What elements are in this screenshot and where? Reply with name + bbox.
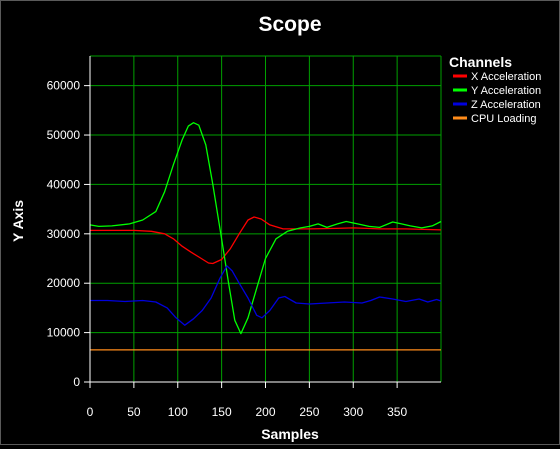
y-tick-label: 40000 <box>47 177 81 191</box>
series-line-x-acceleration <box>90 216 442 265</box>
y-tick-label: 20000 <box>47 276 81 290</box>
y-tick-label: 10000 <box>47 326 81 340</box>
x-tick-label: 250 <box>299 405 319 419</box>
y-tick-label: 30000 <box>47 227 81 241</box>
series-line-z-acceleration <box>90 265 442 326</box>
series-line-y-acceleration <box>89 122 442 335</box>
legend-label-cpu-loading: CPU Loading <box>471 113 536 125</box>
x-tick-label: 350 <box>387 405 407 419</box>
x-axis-label: Samples <box>261 426 319 442</box>
y-tick-label: 0 <box>73 375 80 389</box>
x-tick-label: 50 <box>127 405 141 419</box>
y-axis-label: Y Axis <box>10 200 26 242</box>
x-tick-label: 100 <box>168 405 188 419</box>
legend: Channels X Acceleration Y Acceleration Z A… <box>449 54 541 125</box>
y-tick-label: 50000 <box>47 128 81 142</box>
y-tick-label: 60000 <box>47 79 81 93</box>
series-layer <box>89 122 442 351</box>
y-tick-labels: 0 10000 20000 30000 40000 50000 60000 <box>47 79 90 389</box>
legend-label-y-acceleration: Y Acceleration <box>471 85 541 97</box>
x-tick-label: 150 <box>212 405 232 419</box>
x-tick-label: 0 <box>87 405 94 419</box>
x-tick-label: 300 <box>343 405 363 419</box>
x-tick-label: 200 <box>255 405 275 419</box>
legend-label-z-acceleration: Z Acceleration <box>471 99 541 111</box>
legend-label-x-acceleration: X Acceleration <box>471 71 541 83</box>
x-tick-labels: 0 50 100 150 200 250 300 350 <box>87 382 407 419</box>
chart-title: Scope <box>258 13 321 36</box>
legend-title: Channels <box>449 54 512 70</box>
